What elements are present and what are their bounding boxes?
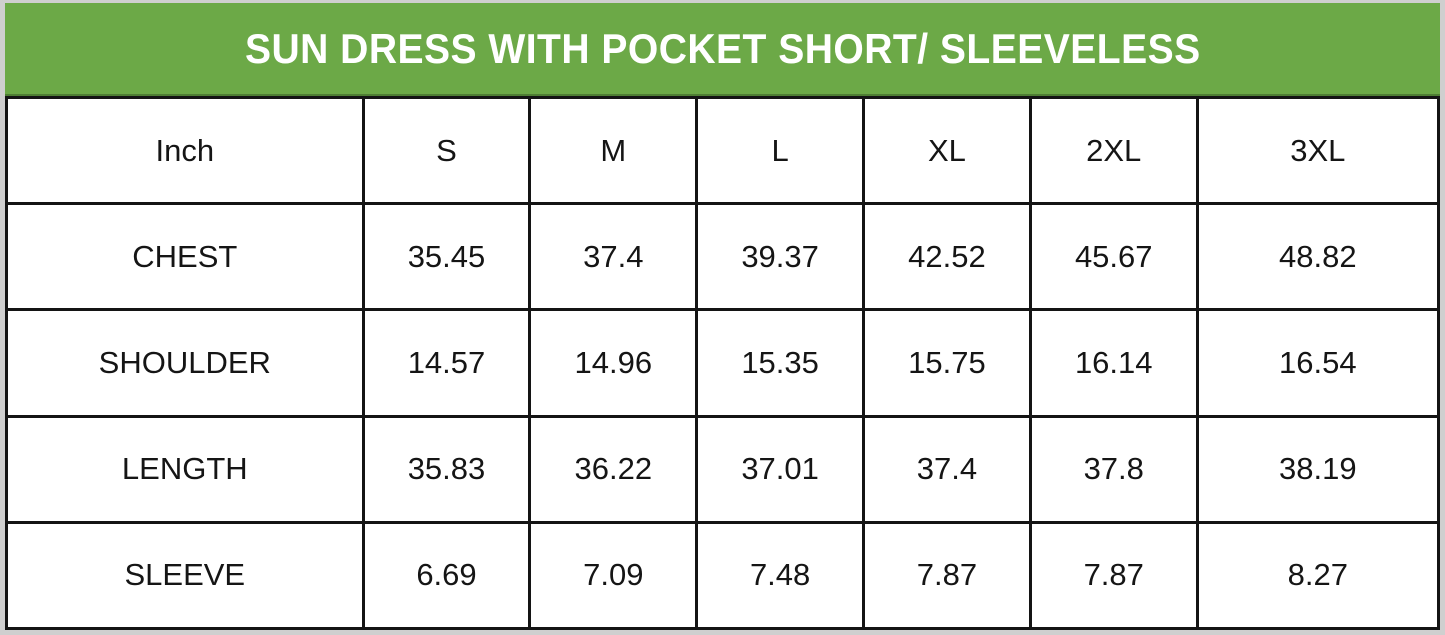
chart-title: SUN DRESS WITH POCKET SHORT/ SLEEVELESS: [244, 24, 1201, 72]
header-cell-size-m: M: [528, 95, 699, 206]
measurement-cell: 16.54: [1195, 308, 1441, 418]
measurement-cell: 6.69: [361, 520, 532, 631]
measurement-cell: 14.57: [361, 308, 532, 418]
measurement-cell: 45.67: [1028, 202, 1199, 312]
measurement-cell: 15.35: [695, 308, 866, 418]
measurement-cell: 14.96: [528, 308, 699, 418]
table-row-chest: CHEST 35.45 37.4 39.37 42.52 45.67 48.82: [5, 202, 1441, 312]
row-label-chest: CHEST: [5, 202, 365, 312]
measurement-cell: 48.82: [1195, 202, 1441, 312]
row-label-length: LENGTH: [5, 414, 365, 524]
table-row-length: LENGTH 35.83 36.22 37.01 37.4 37.8 38.19: [5, 414, 1441, 524]
row-label-sleeve: SLEEVE: [5, 520, 365, 631]
measurement-cell: 7.87: [862, 520, 1032, 631]
size-chart-table: Inch S M L XL 2XL 3XL CHEST 35.45 37.4 3…: [5, 95, 1441, 631]
header-cell-size-2xl: 2XL: [1028, 95, 1199, 206]
measurement-cell: 35.83: [361, 414, 532, 524]
row-label-shoulder: SHOULDER: [5, 308, 365, 418]
table-row-sleeve: SLEEVE 6.69 7.09 7.48 7.87 7.87 8.27: [5, 520, 1441, 631]
table-row-shoulder: SHOULDER 14.57 14.96 15.35 15.75 16.14 1…: [5, 308, 1441, 418]
header-cell-unit: Inch: [5, 95, 365, 206]
measurement-cell: 39.37: [695, 202, 866, 312]
header-cell-size-l: L: [695, 95, 866, 206]
table-header-row: Inch S M L XL 2XL 3XL: [5, 95, 1441, 206]
measurement-cell: 7.87: [1028, 520, 1199, 631]
header-cell-size-s: S: [361, 95, 532, 206]
measurement-cell: 42.52: [862, 202, 1032, 312]
measurement-cell: 8.27: [1195, 520, 1441, 631]
measurement-cell: 7.48: [695, 520, 866, 631]
measurement-cell: 37.8: [1028, 414, 1199, 524]
measurement-cell: 15.75: [862, 308, 1032, 418]
measurement-cell: 37.4: [528, 202, 699, 312]
chart-title-banner: SUN DRESS WITH POCKET SHORT/ SLEEVELESS: [5, 3, 1440, 96]
measurement-cell: 37.01: [695, 414, 866, 524]
measurement-cell: 16.14: [1028, 308, 1199, 418]
header-cell-size-xl: XL: [862, 95, 1032, 206]
measurement-cell: 36.22: [528, 414, 699, 524]
header-cell-size-3xl: 3XL: [1195, 95, 1441, 206]
measurement-cell: 35.45: [361, 202, 532, 312]
measurement-cell: 7.09: [528, 520, 699, 631]
measurement-cell: 37.4: [862, 414, 1032, 524]
measurement-cell: 38.19: [1195, 414, 1441, 524]
